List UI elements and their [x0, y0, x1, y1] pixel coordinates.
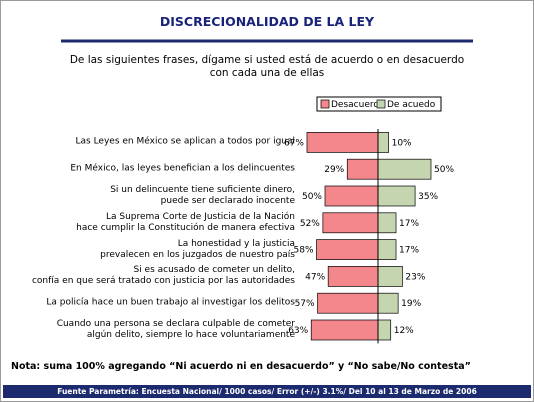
category-label: Si un delincuente tiene suficiente diner… — [110, 185, 295, 206]
value-label: 19% — [401, 299, 421, 309]
legend-swatch — [376, 99, 386, 109]
value-label: 50% — [302, 192, 322, 202]
value-label: 57% — [295, 299, 315, 309]
value-label: 17% — [399, 246, 419, 256]
bar — [377, 266, 403, 287]
legend-swatch — [320, 99, 330, 109]
value-label: 29% — [324, 165, 344, 175]
source: Fuente Parametría: Encuesta Nacional/ 10… — [3, 385, 531, 398]
value-label: 47% — [305, 272, 325, 282]
bar — [377, 185, 416, 207]
bar — [327, 266, 379, 287]
bar — [306, 132, 379, 153]
bar — [317, 292, 379, 314]
value-label: 58% — [294, 246, 314, 256]
bar — [324, 185, 379, 207]
value-label: 52% — [300, 219, 320, 229]
value-label: 63% — [288, 326, 308, 336]
bar — [316, 239, 379, 260]
bar — [377, 212, 397, 234]
category-label: Las Leyes en México se aplican a todos p… — [75, 136, 295, 147]
category-label: En México, las leyes benefician a los de… — [70, 163, 295, 174]
bar — [377, 292, 399, 314]
value-label: 12% — [394, 326, 414, 336]
value-label: 17% — [399, 219, 419, 229]
value-label: 23% — [405, 272, 425, 282]
title: DISCRECIONALIDAD DE LA LEY — [159, 14, 375, 29]
legend-label: Desacuerdo — [331, 100, 385, 110]
category-label: La Suprema Corte de Justicia de la Nació… — [76, 211, 295, 233]
category-label: La honestidad y la justicia prevalecen e… — [100, 238, 295, 260]
bar — [377, 319, 392, 341]
legend-label: De acuedo — [387, 100, 436, 110]
value-label: 10% — [392, 138, 412, 148]
category-label: Si es acusado de cometer un delito, conf… — [31, 265, 295, 287]
bar — [377, 158, 432, 180]
bar — [310, 319, 379, 341]
value-label: 67% — [284, 138, 304, 148]
bar — [322, 212, 379, 234]
bar — [346, 158, 379, 180]
category-label: Cuando una persona se declara culpable d… — [56, 319, 295, 340]
category-label: La policía hace un buen trabajo al inves… — [46, 297, 295, 308]
value-label: 35% — [418, 192, 438, 202]
subtitle: De las siguientes frases, dígame si uste… — [69, 54, 465, 79]
bar — [377, 239, 397, 260]
value-label: 50% — [434, 165, 454, 175]
note: Nota: suma 100% agregando “Ni acuerdo ni… — [11, 361, 471, 372]
bar — [377, 132, 389, 153]
